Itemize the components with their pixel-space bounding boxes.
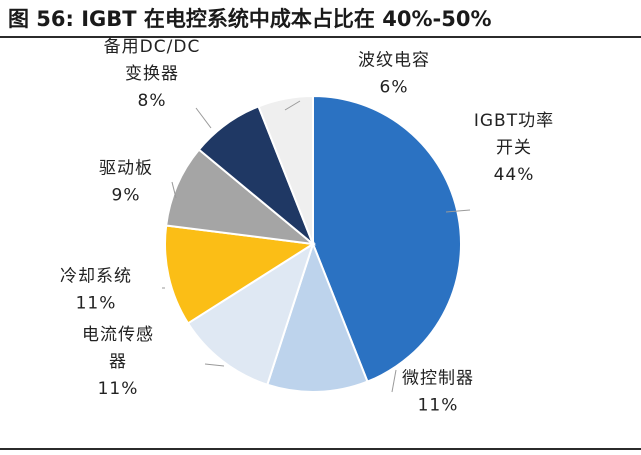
slice-value-label: 44% (494, 165, 535, 185)
leader-line (284, 100, 301, 111)
leader-line (195, 107, 212, 129)
slice-value-label: 9% (112, 186, 141, 206)
leader-line (204, 363, 225, 367)
pie-slice (266, 241, 369, 394)
pie-slice (312, 94, 462, 383)
slice-name-label: 开关 (496, 138, 532, 158)
pie-slice (164, 224, 316, 325)
leader-line (391, 369, 397, 393)
slice-name-label: 微控制器 (402, 369, 474, 389)
slice-name-label: 器 (109, 352, 127, 372)
slice-name-label: 波纹电容 (358, 51, 430, 71)
figure-title: 图 56: IGBT 在电控系统中成本占比在 40%-50% (8, 7, 492, 31)
leader-lines (162, 100, 471, 393)
leader-line (171, 181, 177, 199)
pie-slice (257, 94, 314, 245)
pie-slice (165, 148, 317, 246)
slice-name-label: 冷却系统 (60, 267, 132, 287)
slice-value-label: 11% (76, 294, 117, 314)
pie-slice (186, 241, 315, 387)
slice-value-label: 8% (138, 91, 167, 111)
leader-line (445, 209, 471, 213)
slice-name-label: 变换器 (125, 64, 179, 84)
slice-name-label: 电流传感 (82, 325, 154, 345)
slice-value-label: 6% (380, 78, 409, 98)
slice-name-label: IGBT功率 (474, 111, 554, 131)
slice-name-label: 驱动板 (99, 159, 153, 179)
slice-value-label: 11% (98, 379, 139, 399)
slice-value-label: 11% (418, 396, 459, 416)
title-divider (0, 36, 641, 38)
slice-name-label: 备用DC/DC (104, 37, 201, 57)
pie-slices (164, 94, 462, 394)
bottom-divider (0, 448, 641, 450)
